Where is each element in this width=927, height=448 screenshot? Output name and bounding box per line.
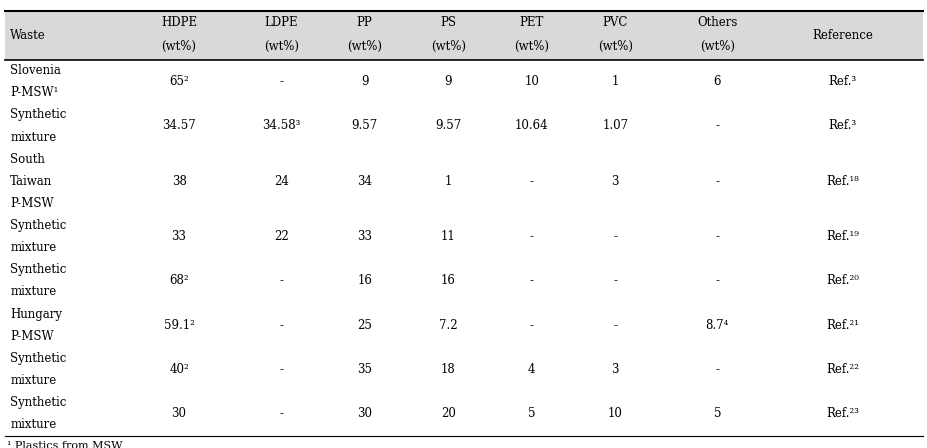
Text: Slovenia: Slovenia	[10, 64, 61, 77]
Text: -: -	[529, 230, 533, 243]
Text: 33: 33	[171, 230, 186, 243]
Text: 9.57: 9.57	[351, 120, 377, 133]
Text: -: -	[715, 230, 718, 243]
Text: 6: 6	[713, 75, 720, 88]
Text: mixture: mixture	[10, 130, 57, 143]
Text: -: -	[715, 363, 718, 376]
Text: South: South	[10, 153, 45, 166]
Text: 3: 3	[611, 175, 618, 188]
Text: PET: PET	[519, 16, 543, 29]
Text: Synthetic: Synthetic	[10, 219, 67, 232]
Text: 5: 5	[713, 407, 720, 420]
Text: mixture: mixture	[10, 285, 57, 298]
Text: 35: 35	[357, 363, 372, 376]
Text: Synthetic: Synthetic	[10, 108, 67, 121]
Text: (wt%): (wt%)	[430, 40, 465, 53]
Text: Others: Others	[696, 16, 737, 29]
Text: Ref.²²: Ref.²²	[825, 363, 858, 376]
Text: -: -	[529, 274, 533, 287]
Text: Synthetic: Synthetic	[10, 396, 67, 409]
Text: -: -	[613, 230, 616, 243]
Text: 16: 16	[440, 274, 455, 287]
Text: -: -	[715, 175, 718, 188]
Text: 8.7⁴: 8.7⁴	[705, 319, 729, 332]
Text: 38: 38	[171, 175, 186, 188]
Text: Synthetic: Synthetic	[10, 352, 67, 365]
Text: -: -	[279, 75, 283, 88]
Text: (wt%): (wt%)	[347, 40, 382, 53]
Text: 22: 22	[273, 230, 288, 243]
Text: Ref.³: Ref.³	[828, 75, 856, 88]
Text: -: -	[613, 274, 616, 287]
Text: (wt%): (wt%)	[263, 40, 298, 53]
Text: 3: 3	[611, 363, 618, 376]
Text: -: -	[279, 319, 283, 332]
Text: 20: 20	[440, 407, 455, 420]
Text: PS: PS	[439, 16, 456, 29]
Text: (wt%): (wt%)	[161, 40, 197, 53]
Text: 65²: 65²	[169, 75, 189, 88]
Text: 9: 9	[361, 75, 368, 88]
Text: PP: PP	[357, 16, 372, 29]
Text: mixture: mixture	[10, 374, 57, 387]
Text: 34.57: 34.57	[162, 120, 196, 133]
Text: -: -	[529, 319, 533, 332]
Text: 7.2: 7.2	[438, 319, 457, 332]
Text: 25: 25	[357, 319, 372, 332]
Text: 1.07: 1.07	[602, 120, 628, 133]
Text: 16: 16	[357, 274, 372, 287]
Text: 24: 24	[273, 175, 288, 188]
Text: Taiwan: Taiwan	[10, 175, 53, 188]
Text: 4: 4	[527, 363, 535, 376]
Text: P-MSW: P-MSW	[10, 197, 54, 210]
Text: 10: 10	[524, 75, 539, 88]
Text: Ref.¹⁹: Ref.¹⁹	[825, 230, 858, 243]
Text: (wt%): (wt%)	[597, 40, 632, 53]
Text: 10: 10	[607, 407, 622, 420]
Text: P-MSW: P-MSW	[10, 330, 54, 343]
Text: 5: 5	[527, 407, 535, 420]
Text: -: -	[715, 274, 718, 287]
Text: (wt%): (wt%)	[699, 40, 734, 53]
Text: Hungary: Hungary	[10, 308, 62, 321]
Text: Reference: Reference	[811, 29, 872, 42]
Text: 9: 9	[444, 75, 451, 88]
Text: mixture: mixture	[10, 418, 57, 431]
Text: -: -	[715, 120, 718, 133]
Text: 59.1²: 59.1²	[163, 319, 195, 332]
Text: (wt%): (wt%)	[514, 40, 549, 53]
Text: HDPE: HDPE	[161, 16, 197, 29]
Text: 68²: 68²	[169, 274, 189, 287]
Text: P-MSW¹: P-MSW¹	[10, 86, 58, 99]
Text: 30: 30	[171, 407, 186, 420]
Text: 34.58³: 34.58³	[261, 120, 300, 133]
Text: 1: 1	[444, 175, 451, 188]
Text: Ref.²³: Ref.²³	[825, 407, 858, 420]
Text: 1: 1	[611, 75, 618, 88]
Text: -: -	[279, 407, 283, 420]
Text: -: -	[279, 363, 283, 376]
Text: Synthetic: Synthetic	[10, 263, 67, 276]
Text: Ref.²¹: Ref.²¹	[825, 319, 858, 332]
Text: -: -	[613, 319, 616, 332]
Text: 10.64: 10.64	[514, 120, 548, 133]
Text: 34: 34	[357, 175, 372, 188]
Text: Ref.²⁰: Ref.²⁰	[825, 274, 858, 287]
Text: 33: 33	[357, 230, 372, 243]
Text: 30: 30	[357, 407, 372, 420]
Text: LDPE: LDPE	[264, 16, 298, 29]
Text: ¹ Plastics from MSW: ¹ Plastics from MSW	[7, 441, 122, 448]
Text: 18: 18	[440, 363, 455, 376]
Text: 11: 11	[440, 230, 455, 243]
Text: Ref.³: Ref.³	[828, 120, 856, 133]
Text: 40²: 40²	[169, 363, 189, 376]
Text: 9.57: 9.57	[435, 120, 461, 133]
Text: -: -	[279, 274, 283, 287]
Text: Waste: Waste	[10, 29, 46, 42]
Text: Ref.¹⁸: Ref.¹⁸	[825, 175, 858, 188]
Text: PVC: PVC	[602, 16, 628, 29]
FancyBboxPatch shape	[5, 11, 922, 60]
Text: -: -	[529, 175, 533, 188]
Text: mixture: mixture	[10, 241, 57, 254]
